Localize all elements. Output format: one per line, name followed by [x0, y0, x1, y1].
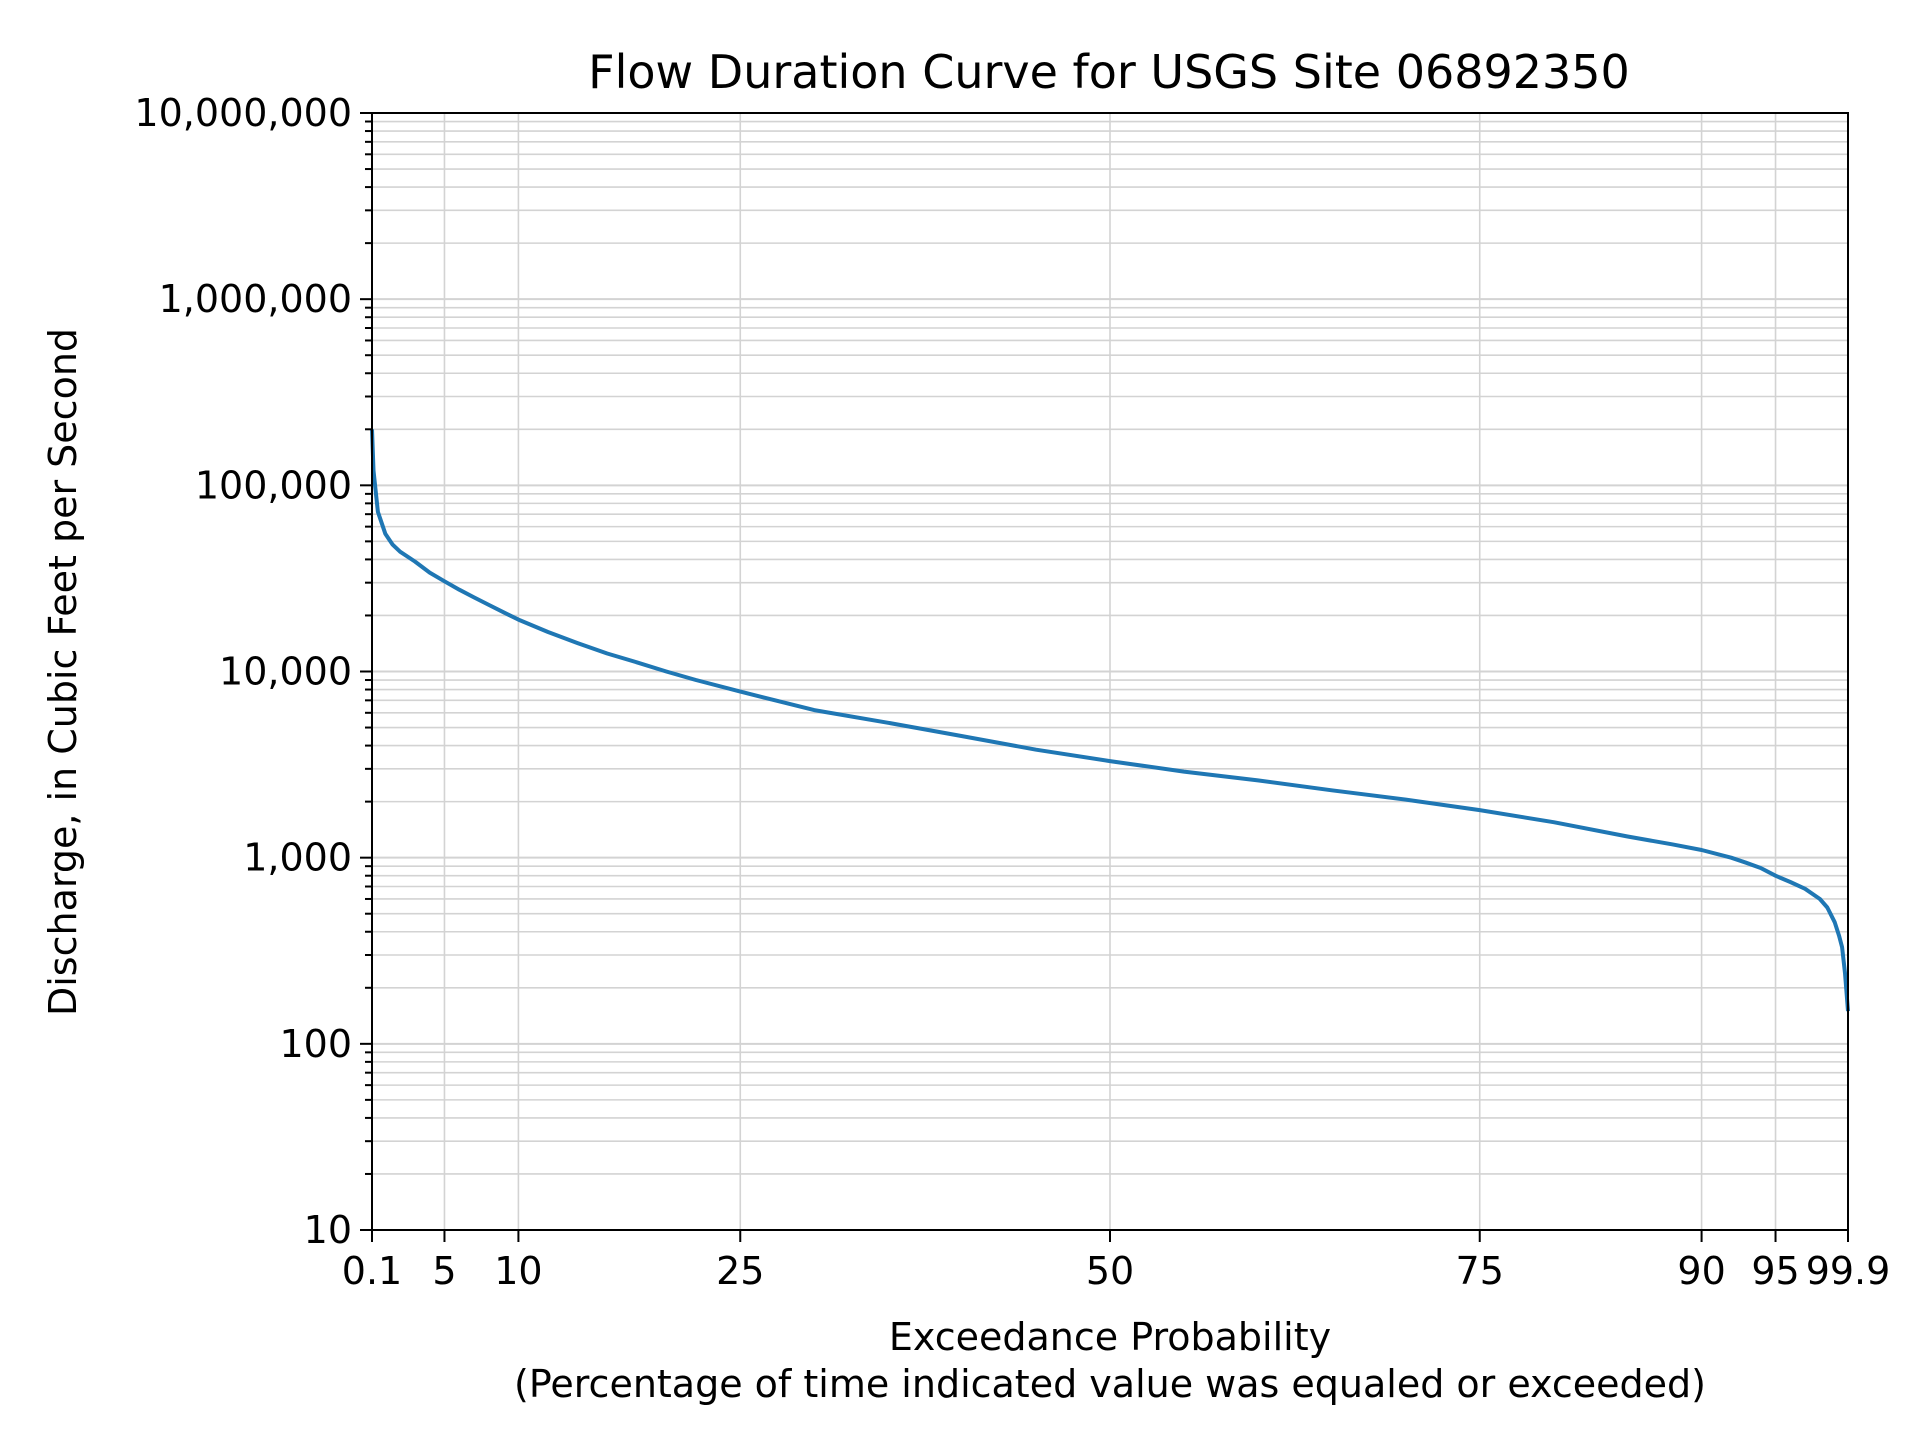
- x-tick-label: 0.1: [342, 1249, 402, 1293]
- y-tick-label: 100: [279, 1022, 352, 1066]
- plot-lines: [370, 429, 1850, 1012]
- y-tick-label: 10,000,000: [134, 91, 352, 135]
- y-tick-label: 10,000: [219, 650, 352, 694]
- chart-title: Flow Duration Curve for USGS Site 068923…: [588, 45, 1630, 99]
- x-tick-label: 99.9: [1806, 1249, 1891, 1293]
- y-tick-label: 1,000: [243, 836, 352, 880]
- x-tick-label: 25: [716, 1249, 764, 1293]
- x-tick-label: 95: [1751, 1249, 1799, 1293]
- x-axis-label: Exceedance Probability: [889, 1315, 1331, 1359]
- x-tick-label: 50: [1086, 1249, 1134, 1293]
- axis-ticks: [360, 112, 1849, 1242]
- y-axis-tick-labels: 10 100 1,000 10,000 100,000 1,000,000 10,000,0…: [134, 91, 352, 1252]
- grid: [371, 113, 1849, 1231]
- y-tick-label: 10: [304, 1208, 352, 1252]
- y-tick-label: 100,000: [195, 463, 352, 507]
- y-tick-label: 1,000,000: [159, 277, 352, 321]
- x-tick-label: 90: [1677, 1249, 1725, 1293]
- y-axis-label: Discharge, in Cubic Feet per Second: [41, 328, 85, 1016]
- x-tick-label: 5: [432, 1249, 456, 1293]
- x-axis-tick-labels: 0.1 5 10 25 50 75 90 95 99.9: [342, 1249, 1891, 1293]
- x-tick-label: 10: [494, 1249, 542, 1293]
- x-tick-label: 75: [1456, 1249, 1504, 1293]
- x-axis-sublabel: (Percentage of time indicated value was …: [514, 1362, 1706, 1406]
- flow-duration-line: [370, 429, 1850, 1012]
